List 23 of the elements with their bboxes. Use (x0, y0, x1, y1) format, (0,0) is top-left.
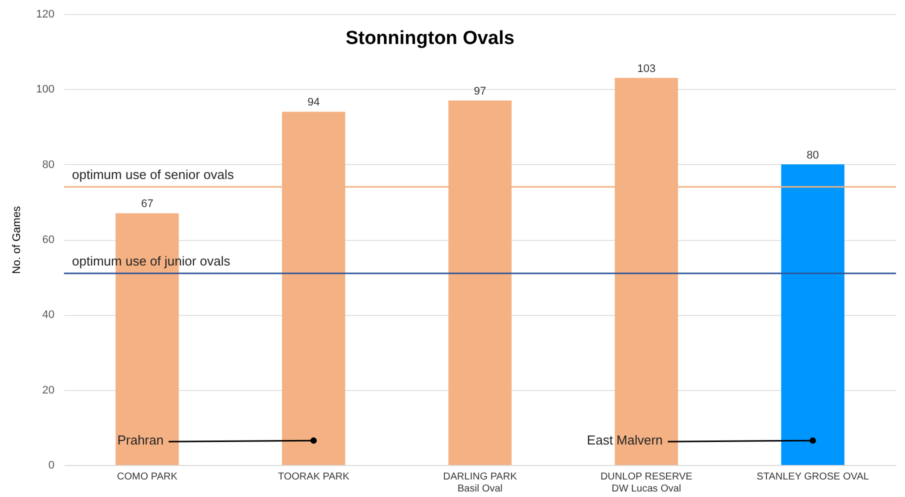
y-tick-label: 100 (36, 84, 54, 96)
text: Stonnington Ovals (346, 28, 514, 49)
data-label: 94 (307, 96, 320, 109)
y-axis-title: No. of Games (11, 206, 24, 274)
data-label: 97 (474, 85, 486, 98)
annotation: East Malvern (586, 432, 663, 448)
y-tick-label: 60 (42, 234, 54, 246)
bar (781, 164, 844, 465)
x-tick-label: STANLEY GROSE OVAL (756, 472, 870, 482)
x-tick-label: DARLING PARK Basil Oval (443, 472, 518, 494)
data-label: 80 (806, 149, 819, 162)
x-tick-label: COMO PARK (117, 472, 178, 482)
x-tick-label: DUNLOP RESERVE DW Lucas Oval (600, 472, 693, 494)
y-tick-label: 80 (42, 158, 54, 171)
data-label: 67 (141, 198, 154, 210)
y-tick-label: 0 (48, 460, 54, 472)
annotation: Prahran (117, 432, 164, 448)
data-label: 103 (637, 62, 656, 75)
y-tick-label: 40 (42, 309, 54, 322)
x-tick-label: TOORAK PARK (278, 472, 350, 482)
y-tick-label: 120 (36, 8, 54, 20)
y-tick-label: 20 (42, 384, 54, 396)
ref-line-label: optimum use of senior ovals (72, 166, 234, 182)
